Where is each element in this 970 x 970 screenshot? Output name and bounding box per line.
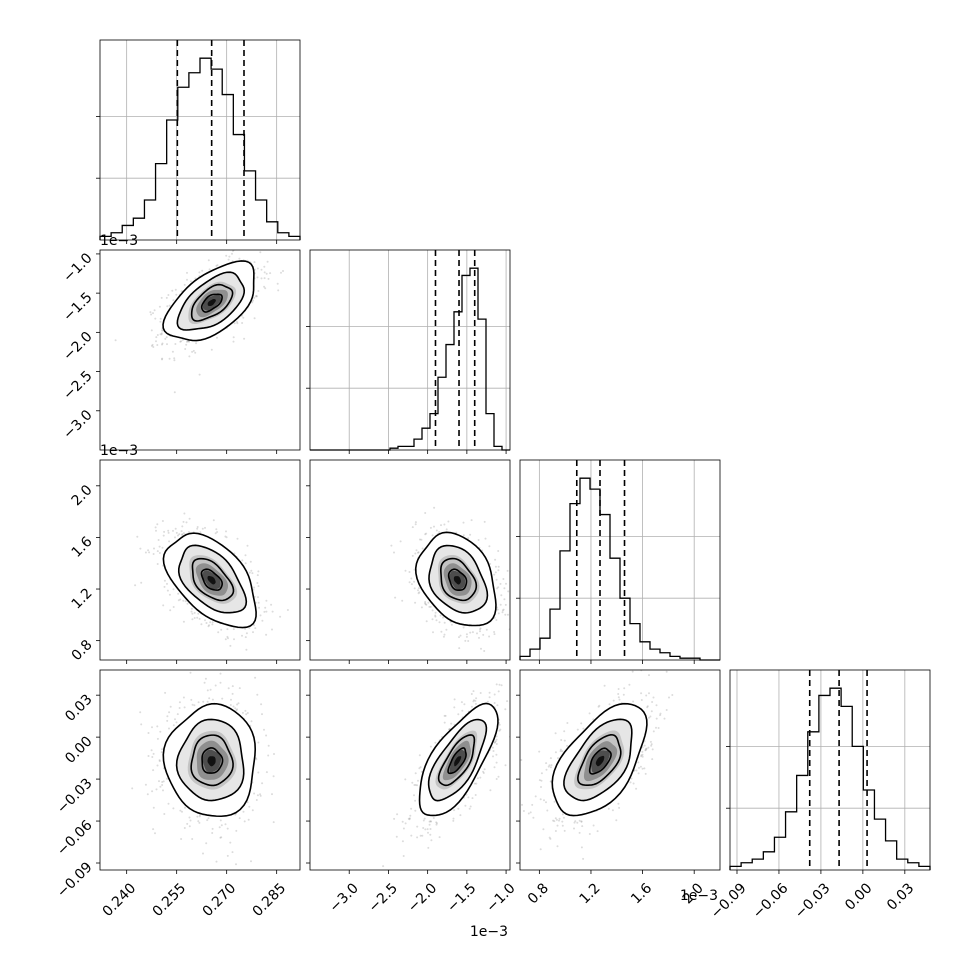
density-fill [418,702,499,817]
density-contour [427,718,488,802]
panel-frame [729,669,931,871]
x-offset-label-col-1: 1e−3 [470,924,508,940]
panel-frame [309,459,511,661]
density-contour [588,747,612,775]
density-contour [162,702,257,818]
histogram-steps [99,57,301,240]
density-contour [191,557,235,602]
density-contour [551,702,648,817]
density-contour [440,557,478,602]
density-contour [177,544,248,614]
panel-frame [99,459,301,661]
scatter-panel-2-3: 0.8 1.2 1.6 2.0 [516,669,721,907]
density-contour [447,747,467,775]
density-contour [428,544,489,614]
density-contour [190,734,234,787]
scatter-panel-0-2: 0.81.21.62.0 [69,459,301,664]
density-fill [414,531,497,627]
density-contour [437,734,476,787]
density-contour [162,260,255,342]
panel-frame [99,39,301,241]
histogram-panel-0 [96,39,301,244]
scatter-panel-1-3: −3.0 −2.5 −2.0 −1.5 −1.0 [306,669,519,916]
histogram-steps [729,687,931,870]
density-contour [414,531,497,627]
panel-frame [309,669,511,871]
panel-frame [519,669,721,871]
histogram-panel-2 [516,459,721,664]
density-fill [162,702,257,818]
x-offset-label-col-2: 1e−3 [680,888,718,904]
density-contour [200,293,223,313]
histogram-panel-1 [306,249,511,454]
density-fill [162,260,255,342]
y-offset-label-row-1: 1e−3 [100,233,138,249]
density-contour [418,702,499,817]
density-contour [563,718,633,802]
panel-frame [99,249,301,451]
density-contour [190,283,234,322]
panels-layer: −0.09 −0.06 −0.03 0.00 0.03−3.0−2.5−2.0−1.5−… [54,39,931,940]
panel-frame [309,249,511,451]
y-offset-label-row-2: 1e−3 [100,443,138,459]
histogram-steps [519,477,720,661]
density-contour [176,271,246,331]
density-contour [200,568,223,591]
density-contour [201,747,224,774]
density-contour [175,718,245,802]
density-fill [162,532,257,629]
panel-frame [99,669,301,871]
density-contour [577,734,622,786]
density-contour [447,568,468,592]
scatter-panel-1-2 [306,459,511,664]
density-fill [551,702,648,817]
density-contour [162,532,257,629]
panel-frame [519,459,721,661]
